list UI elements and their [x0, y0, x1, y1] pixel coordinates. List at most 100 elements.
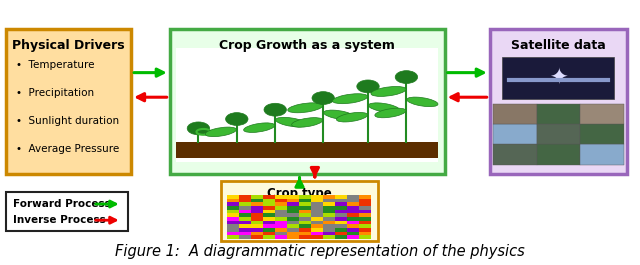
FancyBboxPatch shape	[335, 232, 347, 235]
FancyBboxPatch shape	[300, 232, 311, 235]
Ellipse shape	[333, 94, 367, 104]
Ellipse shape	[276, 117, 307, 127]
FancyBboxPatch shape	[300, 228, 311, 232]
FancyBboxPatch shape	[287, 232, 300, 235]
FancyBboxPatch shape	[323, 235, 335, 239]
FancyBboxPatch shape	[347, 217, 359, 221]
FancyBboxPatch shape	[311, 198, 323, 202]
FancyBboxPatch shape	[335, 217, 347, 221]
FancyBboxPatch shape	[287, 217, 300, 221]
FancyBboxPatch shape	[347, 221, 359, 224]
FancyBboxPatch shape	[263, 213, 275, 217]
FancyBboxPatch shape	[263, 217, 275, 221]
FancyBboxPatch shape	[251, 221, 263, 224]
FancyBboxPatch shape	[359, 195, 371, 198]
Text: Crop type: Crop type	[267, 187, 332, 200]
FancyBboxPatch shape	[251, 202, 263, 206]
FancyBboxPatch shape	[323, 213, 335, 217]
FancyBboxPatch shape	[347, 235, 359, 239]
FancyBboxPatch shape	[502, 57, 614, 99]
FancyBboxPatch shape	[221, 181, 378, 241]
Text: Figure 1:  A diagrammatic representation of the physics: Figure 1: A diagrammatic representation …	[115, 244, 525, 259]
FancyBboxPatch shape	[227, 224, 239, 228]
FancyBboxPatch shape	[347, 202, 359, 206]
FancyBboxPatch shape	[300, 206, 311, 210]
FancyBboxPatch shape	[263, 232, 275, 235]
FancyBboxPatch shape	[287, 213, 300, 217]
FancyBboxPatch shape	[275, 232, 287, 235]
FancyBboxPatch shape	[323, 195, 335, 198]
FancyBboxPatch shape	[263, 210, 275, 213]
Ellipse shape	[205, 127, 236, 137]
FancyBboxPatch shape	[275, 213, 287, 217]
Ellipse shape	[357, 80, 380, 93]
FancyBboxPatch shape	[359, 198, 371, 202]
FancyBboxPatch shape	[347, 232, 359, 235]
FancyBboxPatch shape	[335, 210, 347, 213]
FancyBboxPatch shape	[311, 202, 323, 206]
FancyBboxPatch shape	[239, 235, 251, 239]
Text: Satellite data: Satellite data	[511, 39, 606, 52]
FancyBboxPatch shape	[359, 235, 371, 239]
Text: ✦: ✦	[549, 68, 568, 88]
FancyBboxPatch shape	[275, 195, 287, 198]
Ellipse shape	[288, 103, 323, 113]
FancyBboxPatch shape	[347, 198, 359, 202]
Ellipse shape	[407, 97, 438, 107]
FancyBboxPatch shape	[239, 206, 251, 210]
FancyBboxPatch shape	[251, 228, 263, 232]
FancyBboxPatch shape	[335, 202, 347, 206]
FancyBboxPatch shape	[323, 232, 335, 235]
FancyBboxPatch shape	[263, 224, 275, 228]
FancyBboxPatch shape	[311, 206, 323, 210]
FancyBboxPatch shape	[176, 48, 438, 162]
FancyBboxPatch shape	[311, 210, 323, 213]
FancyBboxPatch shape	[287, 202, 300, 206]
Text: •  Temperature: • Temperature	[16, 60, 95, 70]
FancyBboxPatch shape	[251, 224, 263, 228]
FancyBboxPatch shape	[347, 210, 359, 213]
FancyBboxPatch shape	[359, 210, 371, 213]
FancyBboxPatch shape	[335, 221, 347, 224]
FancyBboxPatch shape	[347, 224, 359, 228]
Text: Forward Process: Forward Process	[13, 199, 111, 209]
FancyBboxPatch shape	[227, 213, 239, 217]
FancyBboxPatch shape	[347, 195, 359, 198]
FancyBboxPatch shape	[251, 206, 263, 210]
FancyBboxPatch shape	[239, 198, 251, 202]
Text: Crop Growth as a system: Crop Growth as a system	[220, 39, 395, 52]
FancyBboxPatch shape	[300, 198, 311, 202]
FancyBboxPatch shape	[227, 198, 239, 202]
Ellipse shape	[226, 113, 248, 125]
FancyBboxPatch shape	[227, 232, 239, 235]
Text: •  Average Pressure: • Average Pressure	[16, 144, 119, 153]
FancyBboxPatch shape	[359, 217, 371, 221]
FancyBboxPatch shape	[239, 210, 251, 213]
FancyBboxPatch shape	[287, 224, 300, 228]
FancyBboxPatch shape	[359, 228, 371, 232]
FancyBboxPatch shape	[287, 235, 300, 239]
FancyBboxPatch shape	[239, 221, 251, 224]
FancyBboxPatch shape	[580, 144, 624, 165]
FancyBboxPatch shape	[227, 228, 239, 232]
FancyBboxPatch shape	[493, 124, 536, 144]
FancyBboxPatch shape	[311, 213, 323, 217]
FancyBboxPatch shape	[239, 228, 251, 232]
Text: •  Precipitation: • Precipitation	[16, 87, 94, 98]
FancyBboxPatch shape	[536, 104, 580, 124]
FancyBboxPatch shape	[251, 198, 263, 202]
FancyBboxPatch shape	[311, 221, 323, 224]
Ellipse shape	[244, 123, 275, 132]
FancyBboxPatch shape	[227, 206, 239, 210]
FancyBboxPatch shape	[239, 195, 251, 198]
FancyBboxPatch shape	[227, 195, 239, 198]
FancyBboxPatch shape	[335, 198, 347, 202]
FancyBboxPatch shape	[311, 235, 323, 239]
FancyBboxPatch shape	[300, 202, 311, 206]
FancyBboxPatch shape	[287, 206, 300, 210]
FancyBboxPatch shape	[300, 217, 311, 221]
FancyBboxPatch shape	[311, 217, 323, 221]
FancyBboxPatch shape	[227, 210, 239, 213]
FancyBboxPatch shape	[176, 142, 438, 157]
FancyBboxPatch shape	[251, 232, 263, 235]
